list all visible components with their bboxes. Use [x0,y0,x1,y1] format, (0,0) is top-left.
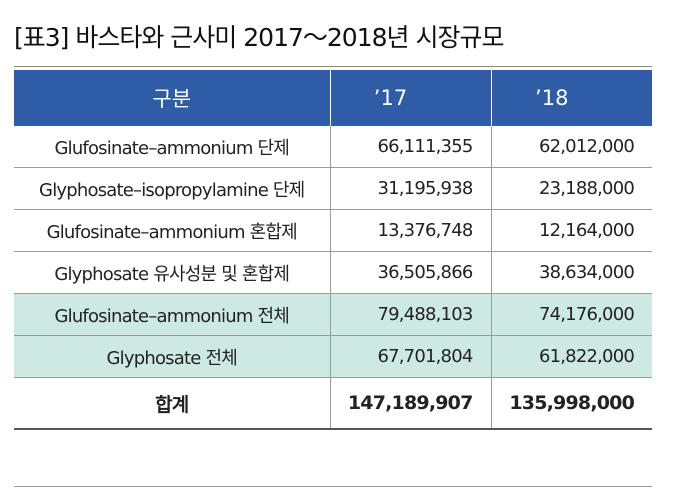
header-category: 구분 [14,70,330,126]
row-label: Glyphosate–isopropylamine 단제 [14,167,330,210]
value-2018: 74,176,000 [490,293,652,336]
table-row: Glufosinate–ammonium 혼합제 13,376,748 12,1… [14,209,652,252]
value-2018: 61,822,000 [490,335,652,378]
market-size-table: 구분 ’17 ’18 Glufosinate–ammonium 단제 66,11… [14,70,652,430]
table-row: Glufosinate–ammonium 단제 66,111,355 62,01… [14,126,652,168]
value-2018: 62,012,000 [490,126,652,168]
row-label: Glufosinate–ammonium 전체 [14,293,330,336]
value-2017: 13,376,748 [329,209,491,252]
table-row-highlighted: Glufosinate–ammonium 전체 79,488,103 74,17… [14,293,652,336]
total-row: 합계 147,189,907 135,998,000 [14,377,652,430]
row-label: 합계 [14,377,330,430]
table-row: Glyphosate–isopropylamine 단제 31,195,938 … [14,167,652,210]
row-label: Glyphosate 전체 [14,335,330,378]
header-row: 구분 ’17 ’18 [14,70,652,126]
value-2018: 12,164,000 [490,209,652,252]
value-2017: 66,111,355 [329,126,491,168]
table-row: Glyphosate 유사성분 및 혼합제 36,505,866 38,634,… [14,251,652,294]
table-row-highlighted: Glyphosate 전체 67,701,804 61,822,000 [14,335,652,378]
row-label: Glufosinate–ammonium 단제 [54,137,290,159]
header-2018: ’18 [490,70,652,126]
value-2018: 38,634,000 [490,251,652,294]
row-label: Glufosinate–ammonium 혼합제 [14,209,330,252]
value-2017: 31,195,938 [329,167,491,210]
title-divider [14,66,652,67]
table-title: [표3] 바스타와 근사미 2017～2018년 시장규모 [14,23,504,52]
value-2017: 67,701,804 [329,335,491,378]
value-2017: 79,488,103 [329,293,491,336]
value-2017: 147,189,907 [329,377,491,430]
bottom-divider [14,486,652,487]
value-2018: 23,188,000 [490,167,652,210]
header-2017: ’17 [329,70,491,126]
row-label: Glyphosate 유사성분 및 혼합제 [14,251,330,294]
value-2017: 36,505,866 [329,251,491,294]
value-2018: 135,998,000 [490,377,652,430]
